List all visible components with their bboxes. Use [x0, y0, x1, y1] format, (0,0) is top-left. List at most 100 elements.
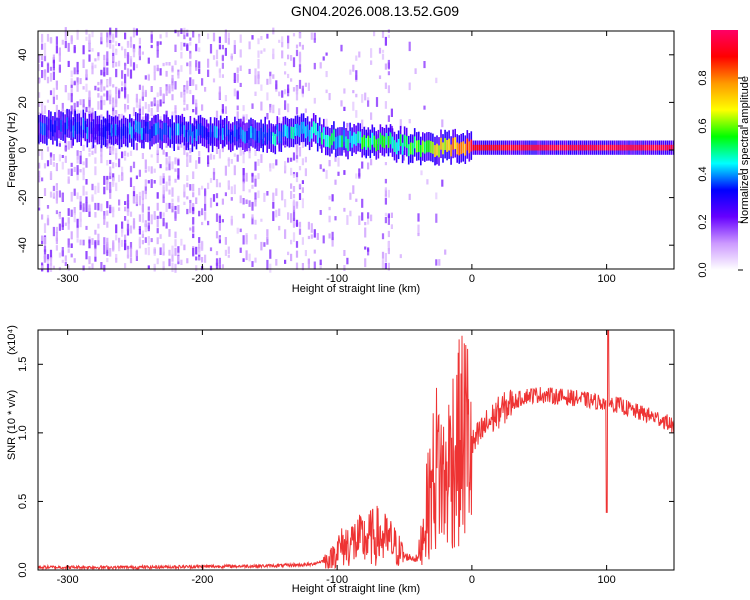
- spectrogram-cell: [46, 217, 50, 226]
- spectrogram-cell: [73, 102, 76, 110]
- spectrogram-cell: [312, 121, 315, 134]
- spectrogram-cell: [251, 184, 254, 189]
- spectrogram-cell: [147, 225, 150, 232]
- spectrogram-cell: [358, 51, 361, 58]
- spectrogram-cell: [207, 69, 210, 77]
- spectrogram-cell: [284, 259, 287, 264]
- spectrogram-cell: [278, 208, 281, 216]
- spectrogram-cell: [521, 144, 523, 151]
- spectrogram-cell: [254, 149, 257, 156]
- spectrogram-cell: [420, 145, 422, 157]
- spectrogram-cell: [112, 111, 115, 118]
- spectrogram-cell: [549, 144, 551, 151]
- spectrogram-cell: [260, 154, 263, 163]
- spectrogram-cell: [70, 209, 73, 217]
- spectrogram-cell: [121, 113, 124, 120]
- spectrogram-cell: [195, 197, 198, 204]
- spectrogram-cell: [328, 233, 331, 239]
- spectrogram-cell: [281, 41, 284, 48]
- spectrogram-cell: [494, 144, 497, 151]
- spectrogram-cell: [38, 162, 41, 168]
- spectrogram-cell: [227, 159, 230, 167]
- spectrogram-cell: [601, 144, 604, 151]
- spectrogram-cell: [221, 55, 224, 62]
- spectrogram-cell: [583, 144, 586, 151]
- spectrogram-cell: [290, 126, 293, 139]
- spectrogram-cell: [115, 257, 118, 263]
- spectrogram-cell: [114, 123, 117, 136]
- spectrogram-cell: [269, 249, 272, 259]
- spectrogram-cell: [109, 38, 112, 49]
- spectrogram-cell: [201, 241, 204, 250]
- spectrogram-cell: [313, 62, 316, 70]
- spectrogram-cell: [379, 132, 382, 145]
- spectrogram-cell: [448, 138, 450, 151]
- spectrogram-cell: [70, 84, 73, 88]
- spectrogram-cell: [55, 195, 58, 204]
- spectrogram-cell: [144, 237, 147, 243]
- spectrogram-cell: [67, 222, 70, 230]
- spectrogram-cell: [150, 108, 153, 116]
- spectrogram-cell: [64, 36, 67, 41]
- spectrogram-cell: [408, 193, 411, 200]
- spectrogram-cell: [236, 67, 239, 74]
- spectrogram-cell: [106, 51, 109, 62]
- spectrogram-cell: [413, 136, 416, 149]
- spectrogram-cell: [177, 205, 180, 214]
- spectrogram-cell: [55, 245, 58, 251]
- spectrogram-cell: [195, 106, 198, 115]
- spectrogram-cell: [84, 120, 87, 133]
- spectrogram-cell: [435, 213, 438, 223]
- spectrogram-cell: [185, 129, 188, 142]
- spectrogram-cell: [43, 188, 47, 196]
- spectrogram-cell: [370, 48, 373, 58]
- spectrogram-cell: [124, 126, 127, 138]
- spectrogram-cell: [103, 93, 106, 97]
- spectrogram-cell: [112, 240, 115, 250]
- spectrogram-cell: [393, 140, 396, 152]
- spectrogram-cell: [55, 45, 58, 54]
- spectrogram-cell: [384, 194, 387, 200]
- spectrogram-cell: [52, 54, 55, 60]
- spectrogram-cell: [555, 144, 557, 151]
- spectrogram-cell: [295, 241, 299, 248]
- spectrogram-cell: [307, 235, 310, 240]
- spectrogram-cell: [227, 32, 230, 38]
- spectrogram-cell: [88, 152, 91, 157]
- spectrogram-cell: [106, 37, 109, 48]
- spectrogram-cell: [135, 93, 138, 103]
- spectrogram-cell: [38, 123, 40, 136]
- spectrogram-cell: [79, 239, 82, 246]
- spectrogram-cell: [129, 165, 133, 172]
- spectrogram-cell: [138, 109, 141, 115]
- spectrogram-cell: [254, 161, 257, 171]
- spectrogram-cell: [295, 155, 299, 163]
- spectrogram-cell: [162, 243, 165, 253]
- spectrogram-cell: [115, 110, 118, 115]
- spectrogram-cell: [426, 179, 429, 185]
- spectrogram-cell: [480, 144, 483, 151]
- spectrogram-cell: [340, 44, 343, 52]
- spectrogram-cell: [144, 102, 147, 109]
- spectrogram-cell: [103, 86, 106, 91]
- spectrogram-cell: [284, 100, 287, 110]
- spectrogram-cell: [80, 125, 82, 138]
- spectrogram-cell: [67, 42, 70, 52]
- snr-frame: [37, 329, 675, 571]
- spectrogram-cell: [186, 175, 189, 181]
- spectrogram-cell: [97, 52, 100, 57]
- spectrogram-cell: [126, 94, 130, 104]
- spectrogram-cell: [292, 172, 296, 176]
- spectrogram-cell: [112, 56, 115, 62]
- spectrogram-cell: [97, 223, 100, 229]
- spectrogram-cell: [201, 257, 204, 263]
- spectrogram-cell: [298, 53, 302, 62]
- spectrogram-cell: [126, 203, 130, 213]
- spectrogram-cell: [384, 253, 387, 263]
- spectrogram-cell: [49, 158, 53, 165]
- spectrogram-cell: [367, 249, 370, 256]
- spectrogram-cell: [70, 105, 73, 115]
- spectrogram-cell: [434, 145, 436, 157]
- spectrogram-cell: [121, 87, 124, 92]
- spectrogram-cell: [213, 125, 216, 138]
